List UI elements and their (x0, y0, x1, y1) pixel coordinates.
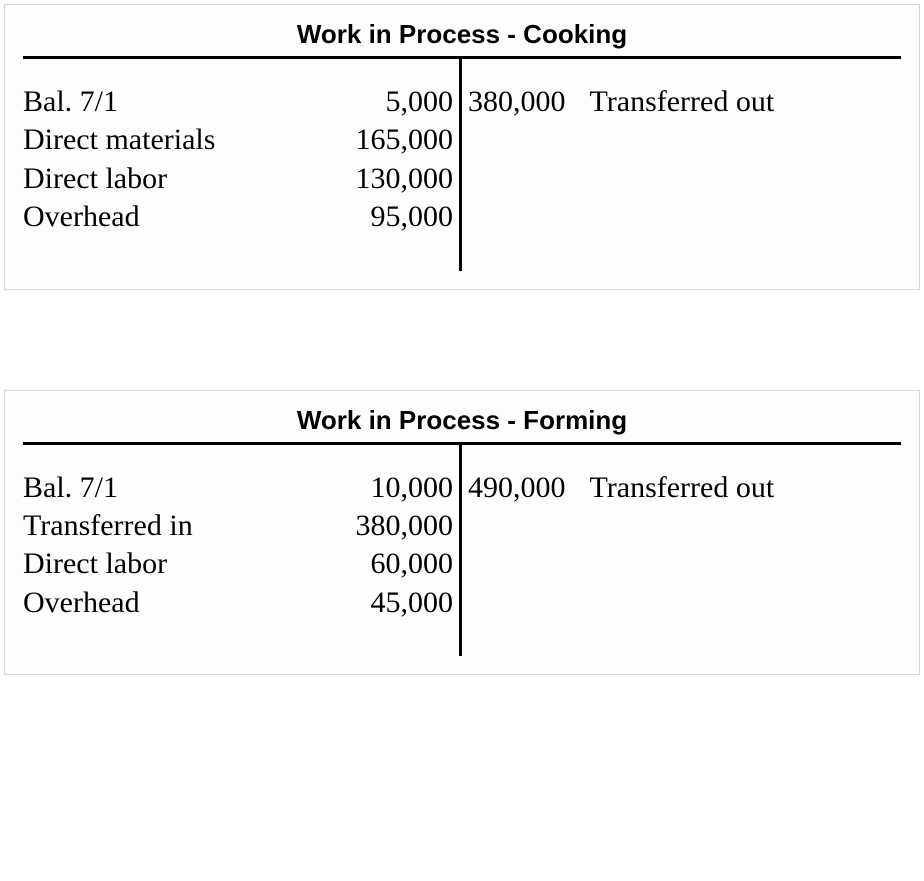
debit-row: Transferred in 380,000 (23, 507, 453, 545)
debit-label: Bal. 7/1 (23, 469, 118, 507)
debit-label: Overhead (23, 584, 140, 622)
page: Work in Process - Cooking Bal. 7/1 5,000… (0, 0, 924, 683)
debit-row: Bal. 7/1 10,000 (23, 469, 453, 507)
debit-label: Bal. 7/1 (23, 83, 118, 121)
debit-row: Bal. 7/1 5,000 (23, 83, 453, 121)
debit-amount: 95,000 (371, 198, 454, 236)
debit-row: Direct labor 60,000 (23, 545, 453, 583)
debit-label: Transferred in (23, 507, 193, 545)
debit-row: Overhead 45,000 (23, 584, 453, 622)
credit-row: 380,000 Transferred out (468, 83, 901, 121)
t-account-cooking: Work in Process - Cooking Bal. 7/1 5,000… (4, 4, 920, 290)
credit-amount: 490,000 (468, 469, 566, 507)
t-account-forming: Work in Process - Forming Bal. 7/1 10,00… (4, 390, 920, 676)
debit-row: Direct labor 130,000 (23, 160, 453, 198)
debit-amount: 60,000 (371, 545, 454, 583)
debit-amount: 130,000 (356, 160, 454, 198)
t-account-credit-side: 380,000 Transferred out (462, 59, 901, 271)
t-account-debit-side: Bal. 7/1 5,000 Direct materials 165,000 … (23, 59, 462, 271)
credit-label: Transferred out (590, 83, 775, 121)
debit-label: Direct labor (23, 545, 167, 583)
debit-label: Direct labor (23, 160, 167, 198)
debit-label: Overhead (23, 198, 140, 236)
credit-amount: 380,000 (468, 83, 566, 121)
t-account-title: Work in Process - Cooking (23, 19, 901, 56)
t-account-debit-side: Bal. 7/1 10,000 Transferred in 380,000 D… (23, 445, 462, 657)
debit-amount: 165,000 (356, 121, 454, 159)
credit-label: Transferred out (590, 469, 775, 507)
debit-row: Direct materials 165,000 (23, 121, 453, 159)
t-account-body: Bal. 7/1 10,000 Transferred in 380,000 D… (23, 445, 901, 657)
debit-label: Direct materials (23, 121, 215, 159)
debit-amount: 10,000 (371, 469, 454, 507)
debit-row: Overhead 95,000 (23, 198, 453, 236)
debit-amount: 5,000 (386, 83, 454, 121)
t-account-body: Bal. 7/1 5,000 Direct materials 165,000 … (23, 59, 901, 271)
t-account-title: Work in Process - Forming (23, 405, 901, 442)
credit-row: 490,000 Transferred out (468, 469, 901, 507)
debit-amount: 45,000 (371, 584, 454, 622)
debit-amount: 380,000 (356, 507, 454, 545)
t-account-credit-side: 490,000 Transferred out (462, 445, 901, 657)
